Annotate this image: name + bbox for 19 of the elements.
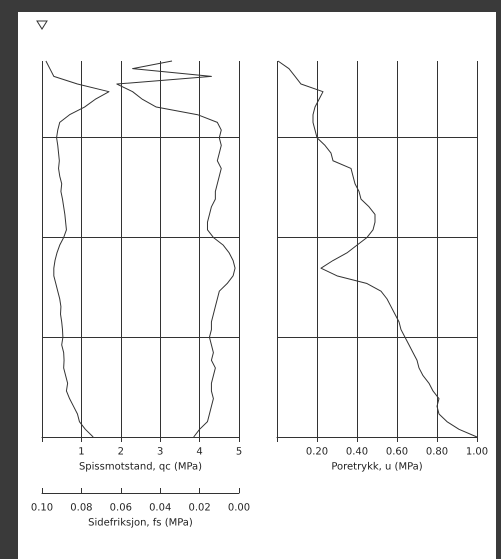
x-tick-label: 0.80 [426,446,448,458]
x-axis-title: Poretrykk, u (MPa) [331,461,423,472]
x-tick-label: 0.40 [346,446,368,458]
x2-tick-label: 0.04 [149,502,172,514]
x-tick-label: 1.00 [466,446,488,458]
x-tick-label: 2 [118,446,124,458]
x-axis-title: Spissmotstand, qc (MPa) [78,461,202,472]
x2-tick-label: 0.00 [228,502,250,514]
x2-tick-label: 0.10 [30,502,54,514]
x2-axis-title: Sidefriksjon, fs (MPa) [88,517,193,528]
x-tick-label: 0.60 [386,446,408,458]
x2-tick-label: 0.06 [110,502,132,514]
x2-tick-label: 0.08 [70,502,93,514]
x2-tick-label: 0.02 [188,502,211,514]
x-tick-label: 1 [78,446,85,458]
x-tick-label: 3 [157,446,164,458]
x-tick-label: 5 [236,446,242,458]
x-tick-label: 4 [196,446,203,458]
x-tick-label: 0.20 [306,446,328,458]
